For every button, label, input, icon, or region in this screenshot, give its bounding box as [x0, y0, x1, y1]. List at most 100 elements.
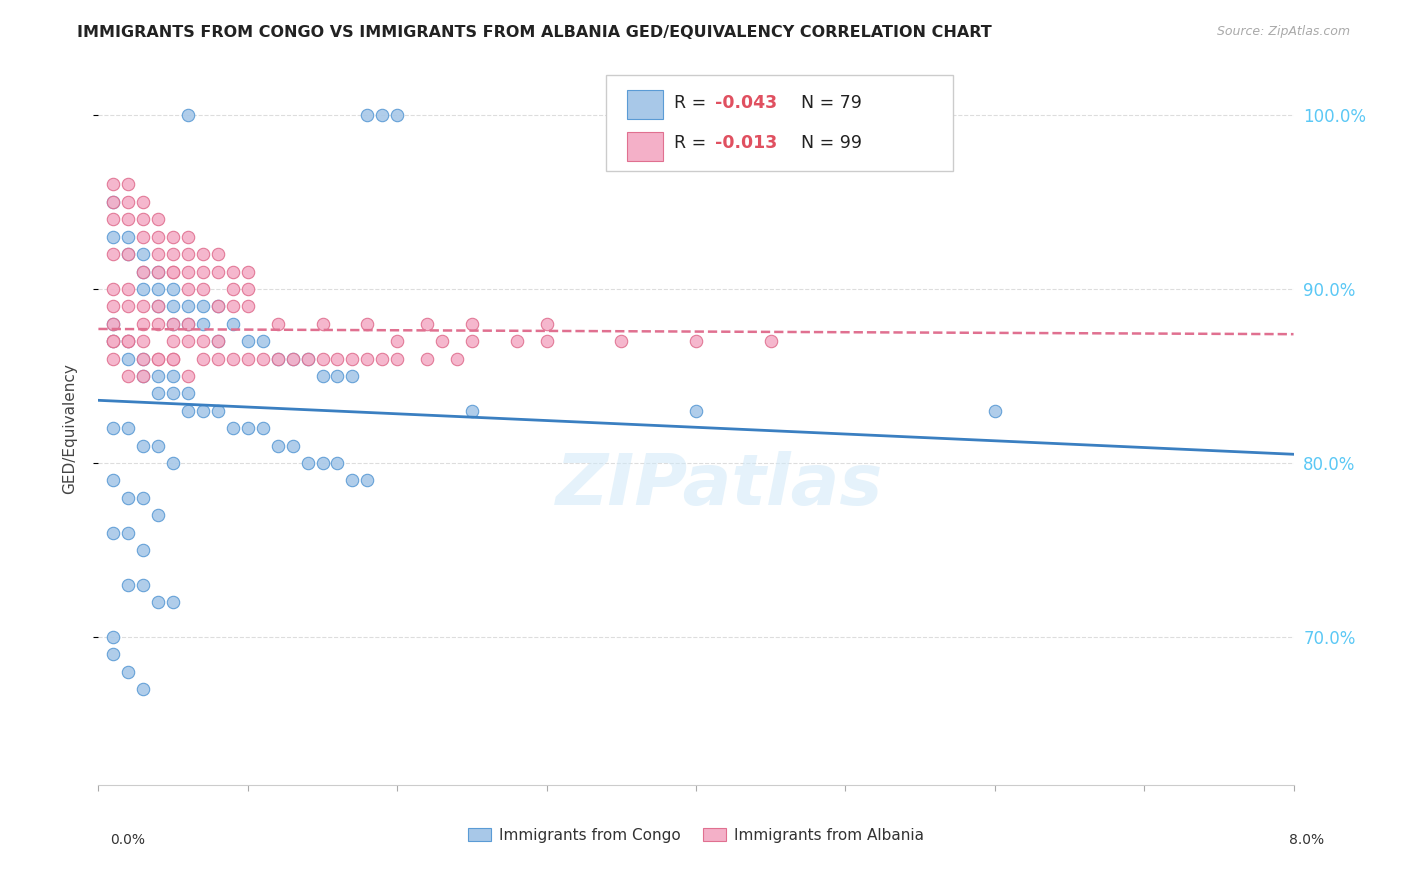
Point	[356, 317, 378, 331]
Point	[148, 264, 170, 278]
Point	[281, 439, 304, 453]
Point	[177, 317, 200, 331]
Point	[281, 351, 304, 366]
Point	[148, 212, 170, 227]
Point	[191, 264, 214, 278]
Point	[132, 212, 155, 227]
Point	[117, 334, 139, 348]
Text: R =: R =	[675, 134, 713, 152]
Point	[117, 212, 139, 227]
Point	[371, 351, 394, 366]
Point	[132, 264, 155, 278]
Point	[342, 474, 364, 488]
Point	[236, 334, 259, 348]
Point	[132, 282, 155, 296]
Point	[207, 334, 229, 348]
Point	[222, 421, 245, 435]
Point	[103, 334, 125, 348]
Text: Source: ZipAtlas.com: Source: ZipAtlas.com	[1216, 25, 1350, 38]
Point	[103, 421, 125, 435]
Point	[148, 595, 170, 609]
Point	[117, 491, 139, 505]
Point	[207, 299, 229, 313]
Point	[759, 334, 782, 348]
Text: N = 79: N = 79	[790, 95, 862, 112]
Point	[222, 317, 245, 331]
Point	[191, 299, 214, 313]
Point	[385, 108, 409, 122]
Point	[162, 368, 184, 383]
Point	[117, 178, 139, 192]
FancyBboxPatch shape	[606, 75, 953, 171]
Point	[207, 299, 229, 313]
Point	[117, 194, 139, 209]
Point	[148, 386, 170, 401]
Point	[207, 351, 229, 366]
Point	[132, 247, 155, 261]
Text: N = 99: N = 99	[790, 134, 862, 152]
Point	[177, 334, 200, 348]
Point	[103, 525, 125, 540]
Point	[311, 456, 333, 470]
Point	[117, 282, 139, 296]
Point	[252, 421, 274, 435]
Point	[148, 299, 170, 313]
Point	[117, 299, 139, 313]
Point	[117, 334, 139, 348]
Point	[148, 299, 170, 313]
Point	[297, 351, 319, 366]
Point	[103, 299, 125, 313]
Point	[132, 334, 155, 348]
Point	[191, 403, 214, 417]
Point	[103, 474, 125, 488]
Point	[191, 351, 214, 366]
Point	[356, 474, 378, 488]
Point	[132, 578, 155, 592]
Point	[148, 368, 170, 383]
Text: -0.013: -0.013	[716, 134, 778, 152]
Point	[236, 299, 259, 313]
Point	[326, 351, 349, 366]
Point	[132, 439, 155, 453]
Point	[103, 317, 125, 331]
Point	[461, 403, 484, 417]
Point	[132, 682, 155, 697]
Bar	[627, 90, 662, 119]
Point	[267, 317, 290, 331]
Point	[103, 351, 125, 366]
Point	[162, 229, 184, 244]
Point	[177, 247, 200, 261]
Point	[162, 351, 184, 366]
Point	[117, 421, 139, 435]
Point	[148, 229, 170, 244]
Point	[103, 247, 125, 261]
Point	[132, 229, 155, 244]
Point	[311, 368, 333, 383]
Point	[685, 334, 707, 348]
Text: 8.0%: 8.0%	[1289, 833, 1324, 847]
Point	[461, 317, 484, 331]
Point	[132, 368, 155, 383]
Point	[162, 264, 184, 278]
Text: -0.043: -0.043	[716, 95, 778, 112]
Point	[132, 543, 155, 558]
Point	[430, 334, 453, 348]
Point	[103, 282, 125, 296]
Point	[267, 351, 290, 366]
Point	[103, 648, 125, 662]
Point	[148, 508, 170, 523]
Point	[267, 439, 290, 453]
Point	[385, 334, 409, 348]
Point	[103, 178, 125, 192]
Point	[506, 334, 529, 348]
Point	[356, 108, 378, 122]
Point	[117, 351, 139, 366]
Point	[103, 317, 125, 331]
Point	[177, 299, 200, 313]
Point	[132, 351, 155, 366]
Point	[446, 351, 468, 366]
Point	[191, 247, 214, 261]
Point	[222, 282, 245, 296]
Point	[103, 194, 125, 209]
Point	[177, 229, 200, 244]
